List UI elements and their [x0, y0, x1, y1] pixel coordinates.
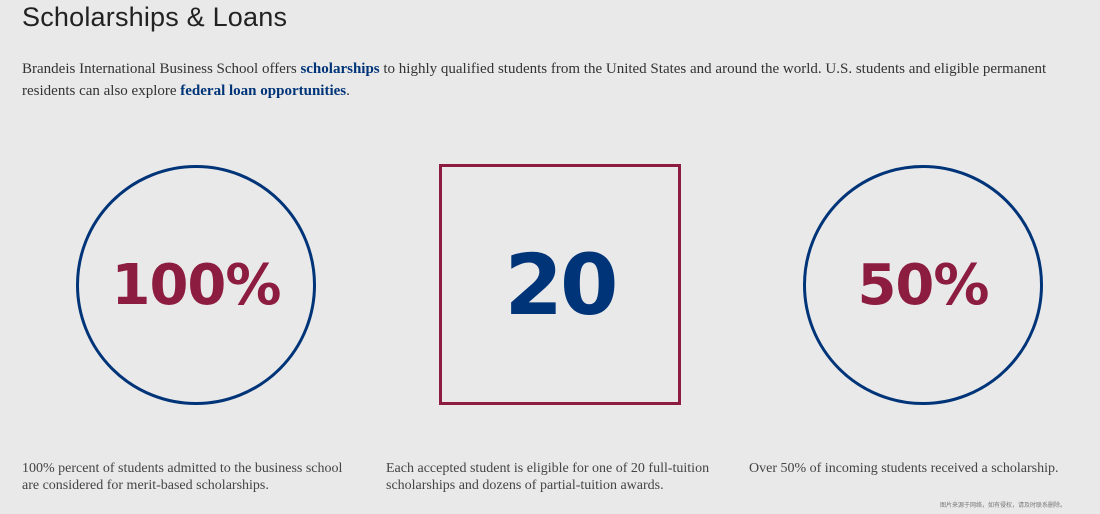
stat-value-20: 20: [504, 235, 619, 334]
stat-caption-50-percent: Over 50% of incoming students received a…: [749, 461, 1059, 476]
intro-text-end: .: [346, 83, 350, 99]
stat-square-20: 20: [439, 164, 681, 405]
stat-circle-50-percent: 50%: [803, 165, 1043, 405]
stat-value-50-percent: 50%: [857, 252, 989, 318]
watermark-text: 图片来源于网络，如有侵权，请及时联系删除。: [940, 502, 1067, 509]
intro-text-middle: to highly qualified students from the Un…: [22, 61, 1047, 99]
stat-value-100-percent: 100%: [111, 252, 281, 318]
stat-circle-100-percent: 100%: [76, 165, 316, 405]
intro-paragraph: Brandeis International Business School o…: [22, 58, 1100, 102]
federal-loan-opportunities-link[interactable]: federal loan opportunities: [180, 83, 347, 99]
scholarships-link[interactable]: scholarships: [300, 61, 380, 77]
stat-caption-20: Each accepted student is eligible for on…: [386, 461, 710, 493]
page-title: Scholarships & Loans: [22, 2, 288, 32]
stat-caption-100-percent: 100% percent of students admitted to the…: [22, 461, 343, 493]
intro-text-start: Brandeis International Business School o…: [22, 61, 301, 77]
